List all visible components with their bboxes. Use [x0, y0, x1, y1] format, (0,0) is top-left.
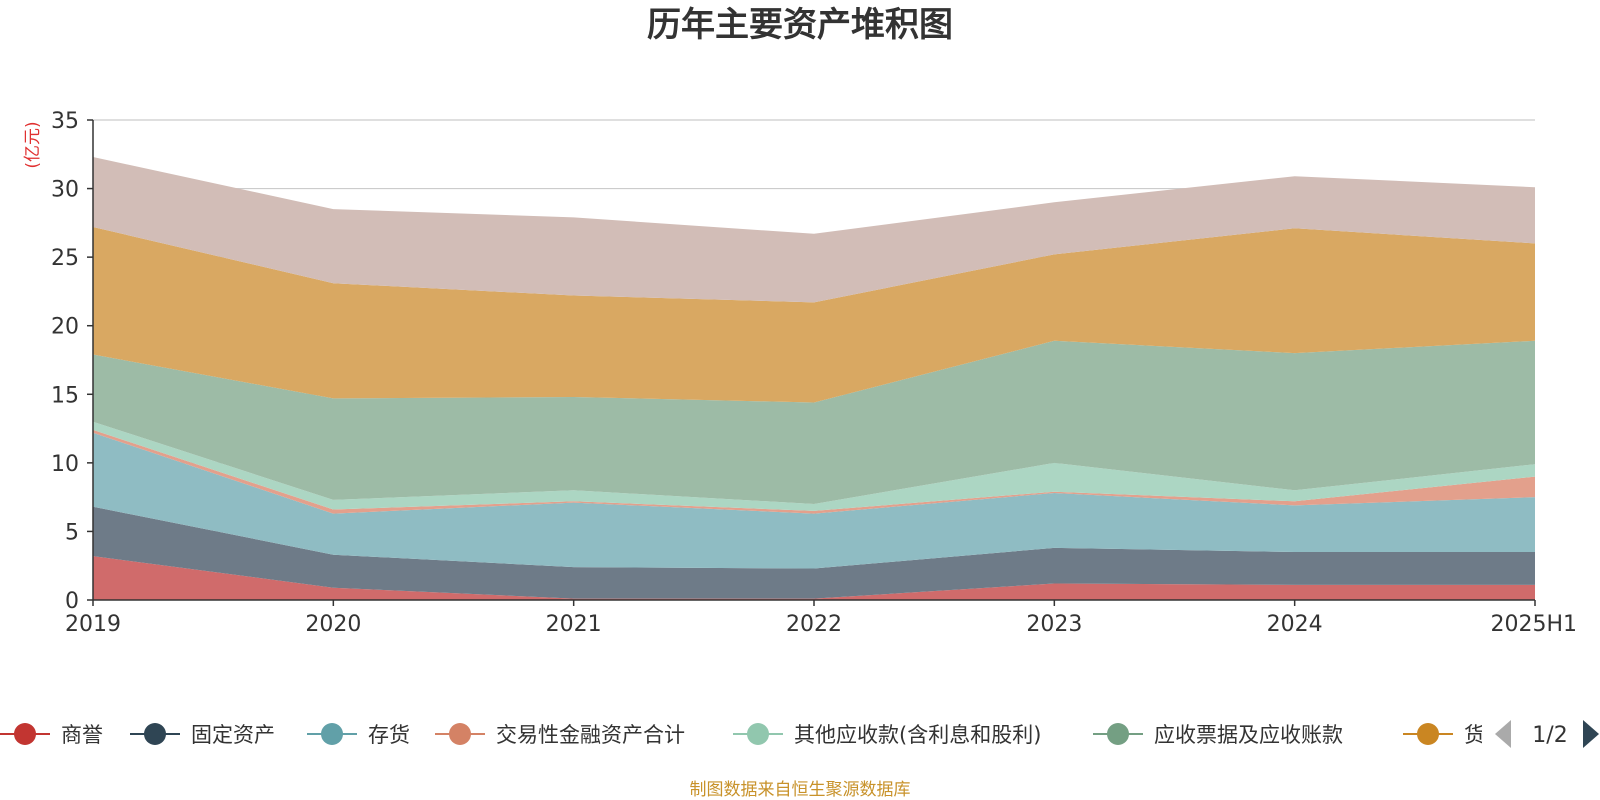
- legend-page-indicator: 1/2: [1532, 723, 1567, 748]
- chart-title: 历年主要资产堆积图: [647, 5, 953, 45]
- y-tick-label: 10: [51, 452, 79, 477]
- y-tick-label: 30: [51, 178, 79, 203]
- y-tick-label: 15: [51, 383, 79, 408]
- area-series: [93, 157, 1535, 600]
- legend-label: 固定资产: [191, 723, 275, 747]
- x-tick-label: 2022: [786, 612, 842, 637]
- legend-marker-icon: [1417, 723, 1439, 745]
- y-tick-label: 35: [51, 109, 79, 134]
- area-series-0: [93, 556, 1535, 600]
- legend-label: 货币资金: [1464, 723, 1548, 747]
- legend-marker-icon: [449, 723, 471, 745]
- legend-marker-icon: [14, 723, 36, 745]
- y-tick-label: 20: [51, 315, 79, 340]
- y-tick-label: 5: [65, 520, 79, 545]
- legend-label: 商誉: [61, 723, 103, 747]
- legend-item[interactable]: 货币资金: [1403, 723, 1548, 747]
- x-tick-label: 2020: [305, 612, 361, 637]
- legend-label: 交易性金融资产合计: [496, 723, 685, 747]
- axes: 0 5 10 15 20 25 30 35 2019 2020 2021 2022 2023 2024 20…: [51, 109, 1577, 637]
- area-series-1: [93, 506, 1535, 599]
- area-series-4: [93, 421, 1535, 511]
- legend-label: 应收票据及应收账款: [1154, 723, 1343, 747]
- legend-marker-icon: [747, 723, 769, 745]
- next-page-icon[interactable]: [1583, 720, 1599, 748]
- legend-item[interactable]: 商誉: [0, 723, 103, 747]
- x-tick-label: 2023: [1026, 612, 1082, 637]
- prev-page-icon[interactable]: [1495, 720, 1511, 748]
- area-series-7: [93, 157, 1535, 303]
- legend-item[interactable]: 存货: [307, 723, 410, 747]
- legend-label: 其他应收款(含利息和股利): [794, 723, 1041, 747]
- area-series-2: [93, 432, 1535, 569]
- data-source-note: 制图数据来自恒生聚源数据库: [690, 780, 911, 800]
- y-axis-label: (亿元): [23, 121, 43, 168]
- y-tick-label: 25: [51, 246, 79, 271]
- area-series-6: [93, 227, 1535, 403]
- x-tick-label: 2024: [1267, 612, 1323, 637]
- legend-item[interactable]: 交易性金融资产合计: [435, 723, 685, 747]
- legend-marker-icon: [144, 723, 166, 745]
- y-tick-label: 0: [65, 589, 79, 614]
- x-tick-label: 2025H1: [1490, 612, 1577, 637]
- legend[interactable]: 商誉 固定资产 存货 交易性金融资产合计 其他应收款(含利息和股利) 应收票据及应收账款 货…: [0, 723, 1548, 747]
- legend-marker-icon: [1107, 723, 1129, 745]
- legend-marker-icon: [321, 723, 343, 745]
- x-tick-label: 2019: [65, 612, 121, 637]
- legend-item[interactable]: 其他应收款(含利息和股利): [733, 723, 1041, 747]
- area-series-5: [93, 340, 1535, 504]
- legend-item[interactable]: 固定资产: [130, 723, 275, 747]
- legend-pager: 1/2: [1495, 720, 1599, 748]
- legend-item[interactable]: 应收票据及应收账款: [1093, 723, 1343, 747]
- x-tick-label: 2021: [546, 612, 602, 637]
- legend-label: 存货: [368, 723, 410, 747]
